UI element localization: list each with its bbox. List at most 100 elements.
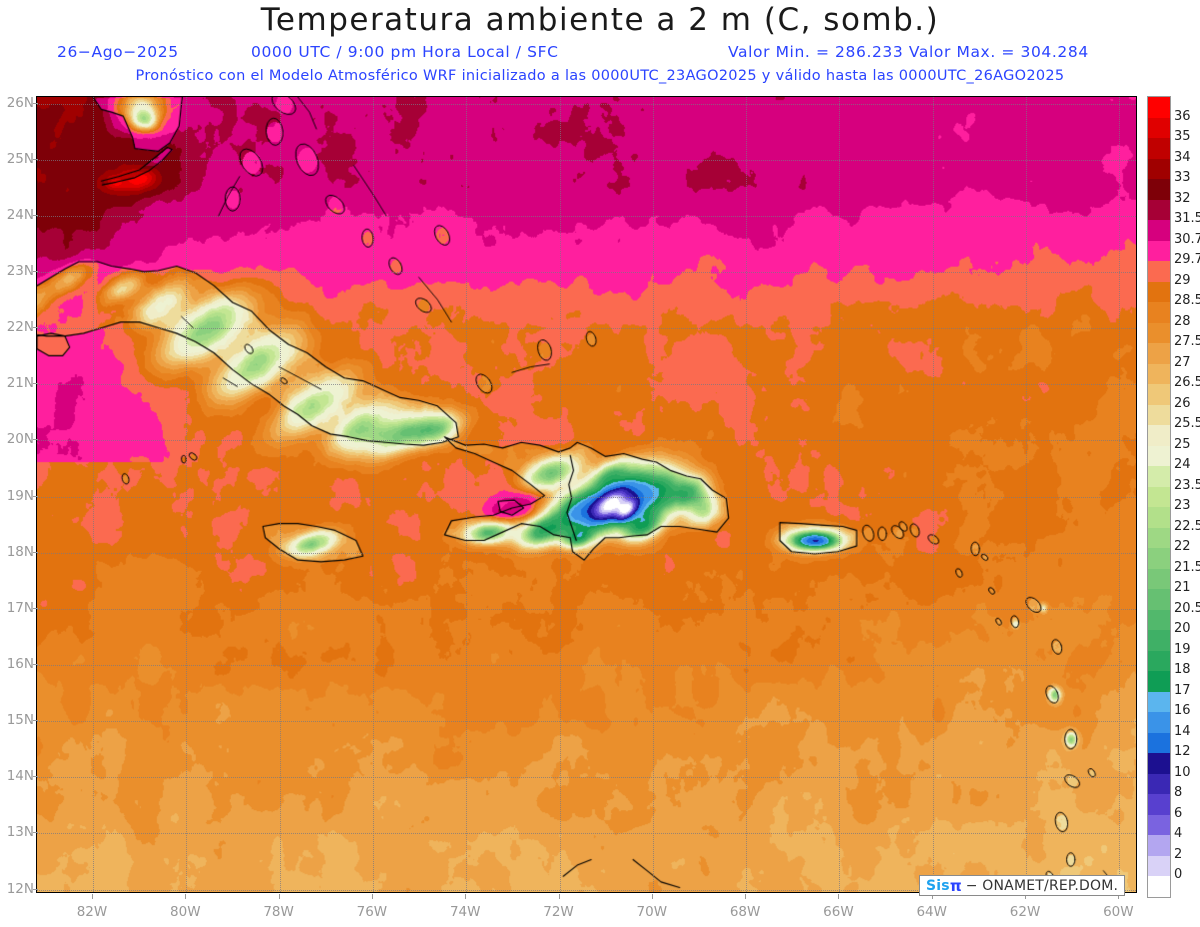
colorbar-swatch	[1148, 876, 1170, 897]
colorbar-tick-label: 27	[1174, 354, 1191, 370]
lat-tick-label-14N: 14N	[6, 768, 34, 785]
colorbar-tick-label: 34	[1174, 149, 1191, 165]
value-min-max: Valor Min. = 286.233 Valor Max. = 304.28…	[728, 43, 1089, 61]
colorbar-swatch	[1148, 138, 1170, 159]
colorbar-tick-label: 30.7	[1174, 231, 1200, 247]
lon-tick-mark-62W	[1025, 894, 1027, 899]
lon-tick-mark-60W	[1118, 894, 1120, 899]
colorbar-tick-label: 20.5	[1174, 600, 1200, 616]
colorbar-swatch	[1148, 486, 1170, 507]
colorbar-tick-label: 0	[1174, 867, 1183, 883]
colorbar-tick-label: 12	[1174, 744, 1191, 760]
lat-tick-label-19N: 19N	[6, 487, 34, 504]
lat-tick-mark-13N	[33, 832, 38, 834]
colorbar-swatch	[1148, 240, 1170, 261]
lon-tick-mark-82W	[91, 894, 93, 899]
colorbar-swatch	[1148, 671, 1170, 692]
lon-tick-label-68W: 68W	[729, 904, 761, 920]
colorbar-tick-label: 23.5	[1174, 477, 1200, 493]
colorbar-swatch	[1148, 220, 1170, 241]
lon-tick-label-74W: 74W	[449, 904, 481, 920]
lat-tick-mark-21N	[33, 383, 38, 385]
colorbar-swatch	[1148, 425, 1170, 446]
colorbar-tick-label: 6	[1174, 805, 1183, 821]
colorbar-swatch	[1148, 507, 1170, 528]
lat-tick-label-15N: 15N	[6, 712, 34, 729]
colorbar-swatch	[1148, 384, 1170, 405]
colorbar-swatch	[1148, 753, 1170, 774]
colorbar-tick-label: 33	[1174, 170, 1191, 186]
lon-tick-label-72W: 72W	[543, 904, 574, 920]
lat-tick-mark-19N	[33, 495, 38, 497]
lon-tick-mark-70W	[651, 894, 653, 899]
colorbar-swatch	[1148, 835, 1170, 856]
temperature-shading-canvas	[37, 97, 1136, 892]
colorbar-tick-label: 14	[1174, 723, 1191, 739]
colorbar-swatch	[1148, 445, 1170, 466]
colorbar-tick-label: 35	[1174, 129, 1191, 145]
logo-org-text: − ONAMET/REP.DOM.	[965, 878, 1119, 894]
colorbar-tick-label: 28	[1174, 313, 1191, 329]
header: Temperatura ambiente a 2 m (C, somb.) 26…	[0, 0, 1200, 92]
colorbar-swatch	[1148, 97, 1170, 118]
lat-tick-label-26N: 26N	[6, 94, 34, 111]
lat-tick-label-24N: 24N	[6, 206, 34, 223]
page-title: Temperatura ambiente a 2 m (C, somb.)	[260, 2, 940, 38]
colorbar-swatch	[1148, 343, 1170, 364]
colorbar-tick-label: 22	[1174, 539, 1191, 555]
colorbar-tick-label: 2	[1174, 846, 1183, 862]
lon-tick-mark-64W	[931, 894, 933, 899]
colorbar-swatch	[1148, 363, 1170, 384]
model-description: Pronóstico con el Modelo Atmosférico WRF…	[135, 68, 1065, 84]
colorbar-tick-label: 25.5	[1174, 416, 1200, 432]
lat-tick-mark-26N	[33, 102, 38, 104]
lat-tick-mark-17N	[33, 607, 38, 609]
logo-pi-icon: π	[949, 877, 962, 895]
lon-tick-mark-80W	[185, 894, 187, 899]
lat-tick-label-25N: 25N	[6, 150, 34, 167]
lat-tick-mark-23N	[33, 271, 38, 273]
colorbar-swatch	[1148, 322, 1170, 343]
colorbar-swatch	[1148, 589, 1170, 610]
colorbar-tick-label: 36	[1174, 108, 1191, 124]
colorbar-swatch	[1148, 548, 1170, 569]
colorbar-swatch	[1148, 527, 1170, 548]
colorbar-swatch	[1148, 281, 1170, 302]
colorbar-tick-label: 22.5	[1174, 518, 1200, 534]
colorbar-swatch	[1148, 568, 1170, 589]
colorbar-tick-label: 28.5	[1174, 293, 1200, 309]
lat-tick-label-12N: 12N	[6, 880, 34, 897]
lon-tick-label-60W: 60W	[1103, 904, 1134, 920]
lon-tick-label-66W: 66W	[823, 904, 854, 920]
colorbar-tick-label: 26	[1174, 395, 1191, 411]
lon-tick-label-64W: 64W	[916, 904, 947, 920]
colorbar-tick-label: 32	[1174, 190, 1191, 206]
colorbar-tick-label: 18	[1174, 662, 1191, 678]
lon-tick-label-76W: 76W	[356, 904, 388, 920]
lon-tick-label-62W: 62W	[1009, 904, 1041, 920]
lon-tick-label-80W: 80W	[170, 904, 201, 920]
lat-tick-mark-24N	[33, 214, 38, 216]
map-plot-area[interactable]	[36, 96, 1137, 893]
colorbar-tick-label: 4	[1174, 826, 1183, 842]
colorbar-tick-label: 19	[1174, 641, 1191, 657]
lat-tick-label-23N: 23N	[6, 263, 34, 280]
colorbar-tick-label: 20	[1174, 621, 1191, 637]
lat-tick-mark-22N	[33, 327, 38, 329]
lat-tick-mark-12N	[33, 888, 38, 890]
colorbar-swatch	[1148, 199, 1170, 220]
colorbar-tick-label: 8	[1174, 785, 1183, 801]
colorbar-swatch	[1148, 117, 1170, 138]
colorbar-tick-label: 27.5	[1174, 334, 1200, 350]
colorbar-swatch	[1148, 158, 1170, 179]
colorbar-tick-label: 23	[1174, 498, 1191, 514]
lat-tick-label-21N: 21N	[6, 375, 34, 392]
colorbar-swatch	[1148, 773, 1170, 794]
colorbar-swatch	[1148, 302, 1170, 323]
lon-tick-mark-66W	[838, 894, 840, 899]
agency-logo: Sis π − ONAMET/REP.DOM.	[919, 875, 1126, 896]
colorbar-tick-label: 21.5	[1174, 559, 1200, 575]
colorbar-tick-label: 31.5	[1174, 211, 1200, 227]
colorbar-swatch	[1148, 630, 1170, 651]
